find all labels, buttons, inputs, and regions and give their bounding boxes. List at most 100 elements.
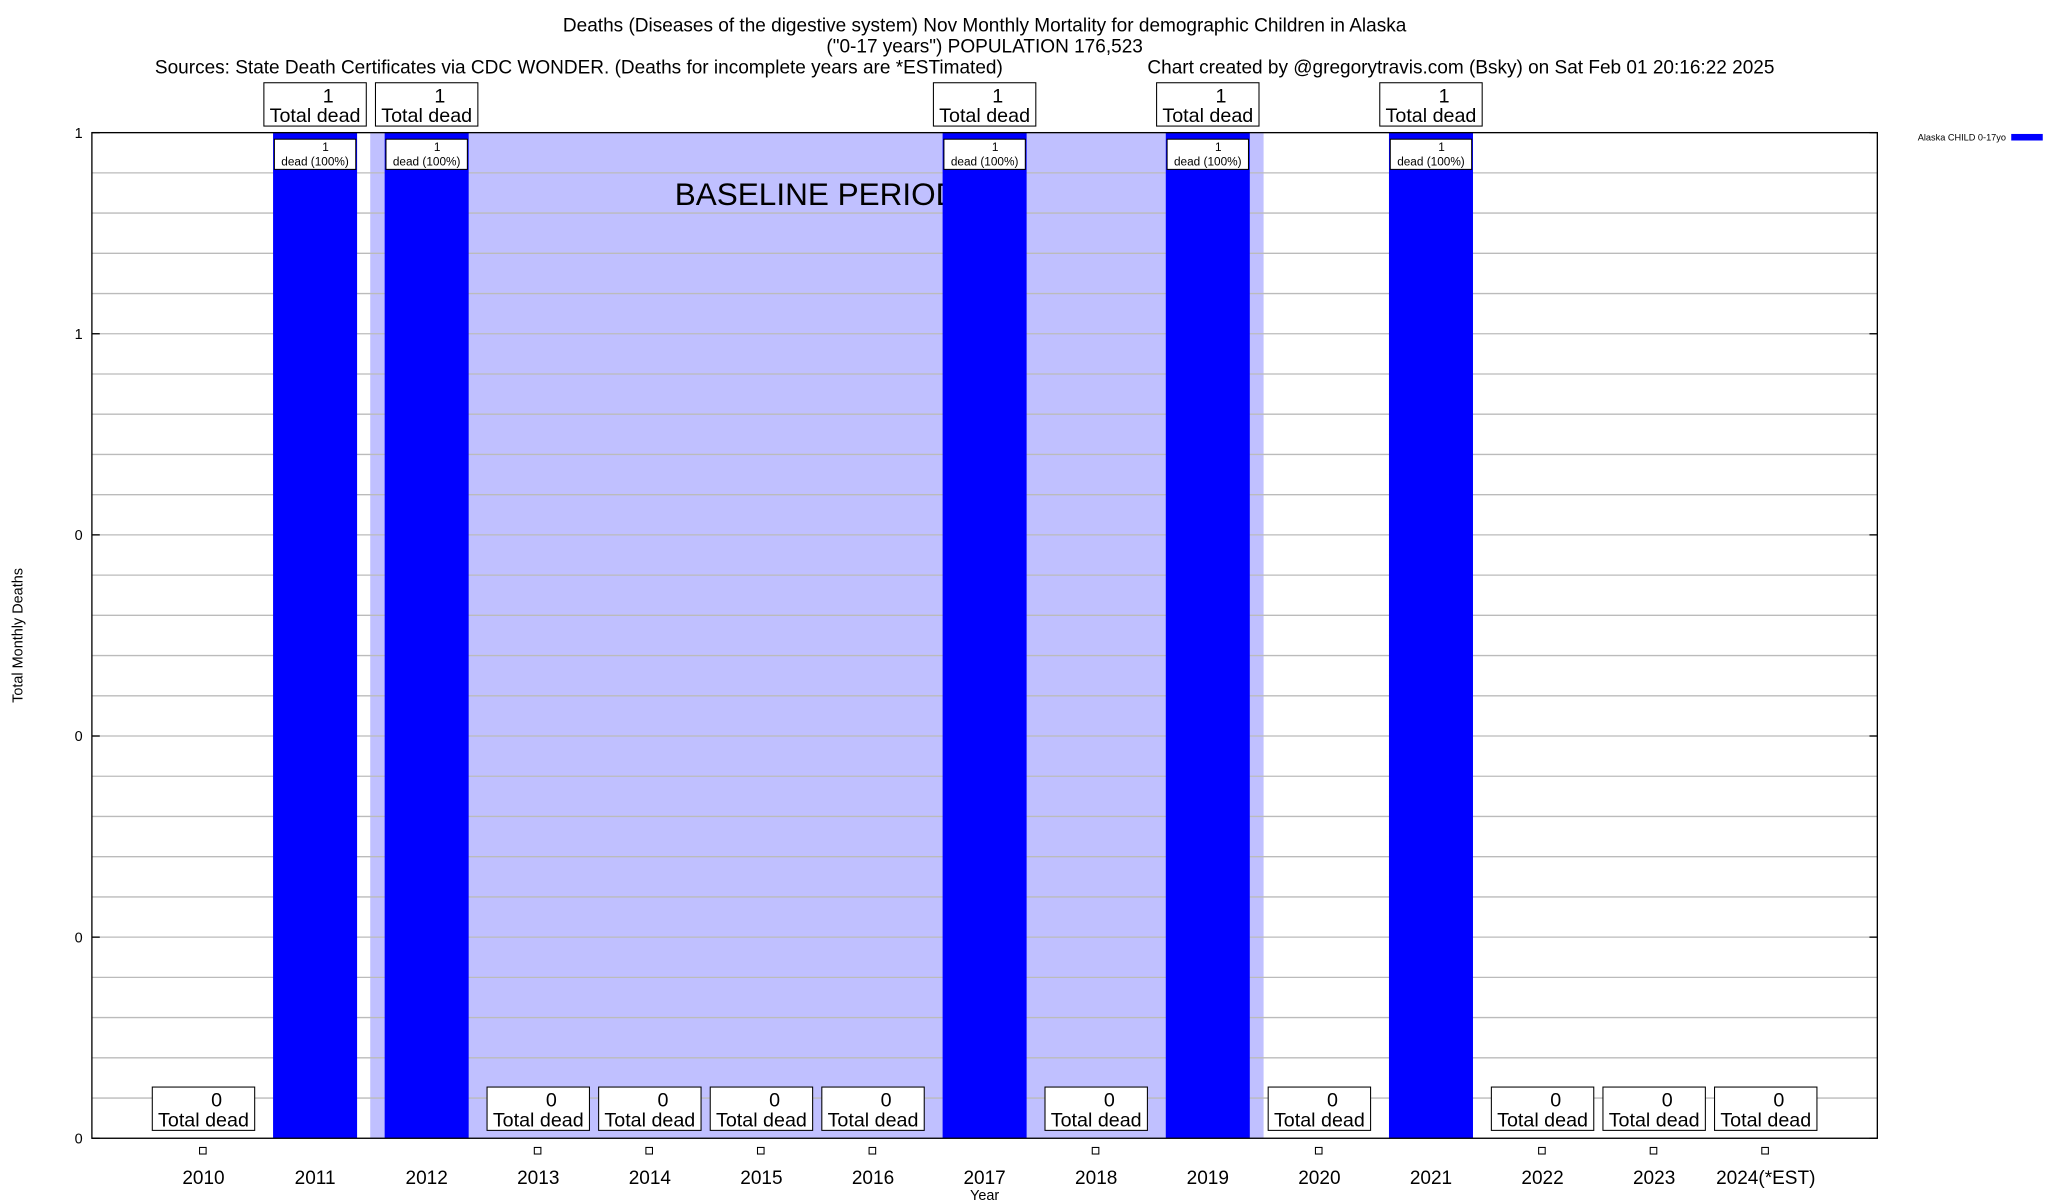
inner-label-text: dead (100%) — [951, 154, 1019, 168]
y-tick-label: 0 — [75, 930, 83, 946]
total-label-text: Total dead — [1720, 1109, 1811, 1131]
plot-border — [91, 131, 1878, 1139]
baseline-period-shade — [370, 132, 1264, 1139]
total-label-value: 0 — [546, 1090, 557, 1112]
total-label-value: 1 — [434, 85, 445, 107]
zero-marker — [1314, 1146, 1323, 1155]
total-label-text: Total dead — [381, 105, 472, 127]
total-label-value: 0 — [769, 1090, 780, 1112]
total-label-value: 0 — [881, 1090, 892, 1112]
bar — [384, 132, 469, 1139]
x-tick-label: 2010 — [182, 1168, 224, 1189]
total-label-value: 0 — [211, 1090, 222, 1112]
zero-marker — [1761, 1146, 1769, 1155]
x-tick-label: 2018 — [1075, 1168, 1117, 1189]
inner-label-text: dead (100%) — [1174, 154, 1242, 168]
total-label-text: Total dead — [939, 105, 1030, 127]
zero-marker — [756, 1146, 765, 1155]
zero-marker — [199, 1146, 207, 1155]
inner-label-text: dead (100%) — [1397, 154, 1465, 168]
x-tick-label: 2019 — [1187, 1168, 1229, 1189]
zero-marker — [533, 1146, 542, 1155]
total-label-box — [1044, 1086, 1148, 1131]
total-label-value: 1 — [992, 85, 1003, 107]
total-label-value: 0 — [1550, 1090, 1561, 1112]
total-label-box — [821, 1086, 925, 1131]
total-label-text: Total dead — [1609, 1109, 1700, 1131]
x-tick-label: 2023 — [1633, 1168, 1675, 1189]
total-label-value: 0 — [1662, 1090, 1673, 1112]
y-tick-label: 1 — [75, 327, 83, 343]
y-tick-label: 0 — [75, 729, 83, 745]
inner-label-box — [385, 138, 468, 170]
x-tick-label: 2016 — [852, 1168, 894, 1189]
x-tick-label: 2024(*EST) — [1716, 1168, 1815, 1189]
total-label-value: 1 — [323, 85, 334, 107]
bar — [1388, 132, 1473, 1139]
x-tick-label: 2011 — [295, 1168, 336, 1189]
total-label-text: Total dead — [158, 1109, 249, 1131]
total-label-value: 1 — [1215, 85, 1226, 107]
total-label-box — [709, 1086, 814, 1131]
total-label-text: Total dead — [1162, 105, 1253, 127]
y-tick-label: 0 — [75, 528, 83, 544]
total-label-box — [1267, 1086, 1372, 1131]
total-label-box — [374, 82, 479, 127]
zero-marker — [645, 1146, 653, 1155]
legend-label: Alaska CHILD 0-17yo — [1918, 133, 2006, 143]
total-label-text: Total dead — [716, 1109, 807, 1131]
total-label-box — [598, 1086, 702, 1131]
zero-marker — [1649, 1146, 1658, 1155]
total-label-text: Total dead — [493, 1109, 584, 1131]
inner-label-box — [1389, 138, 1473, 170]
x-tick-label: 2021 — [1410, 1168, 1452, 1189]
x-tick-label: 2020 — [1298, 1168, 1340, 1189]
total-label-value: 0 — [1773, 1090, 1784, 1112]
bar — [1165, 132, 1250, 1139]
x-axis-label: Year — [970, 1188, 999, 1200]
total-label-text: Total dead — [270, 105, 361, 127]
total-label-text: Total dead — [1051, 1109, 1142, 1131]
inner-label-box — [943, 138, 1026, 170]
total-label-value: 0 — [1327, 1090, 1338, 1112]
legend-swatch — [2011, 133, 2043, 141]
x-tick-label: 2012 — [406, 1168, 448, 1189]
total-label-value: 0 — [657, 1090, 668, 1112]
total-label-box — [1714, 1086, 1818, 1131]
total-label-box — [932, 82, 1037, 127]
inner-label-box — [1166, 138, 1250, 170]
chart-sources: Sources: State Death Certificates via CD… — [155, 58, 1003, 79]
total-label-box — [1602, 1086, 1706, 1131]
inner-label-value: 1 — [322, 140, 329, 154]
inner-label-text: dead (100%) — [393, 154, 461, 168]
total-label-text: Total dead — [828, 1109, 919, 1131]
bar — [273, 132, 358, 1139]
inner-label-box — [273, 138, 357, 170]
zero-marker — [1091, 1146, 1100, 1155]
zero-marker — [868, 1146, 877, 1155]
y-tick-label: 1 — [75, 126, 83, 142]
total-label-box — [263, 82, 367, 127]
total-label-text: Total dead — [1386, 105, 1477, 127]
total-label-value: 1 — [1439, 85, 1450, 107]
total-label-text: Total dead — [1274, 1109, 1365, 1131]
total-label-text: Total dead — [604, 1109, 695, 1131]
y-tick-label: 0 — [75, 1132, 83, 1148]
x-tick-label: 2017 — [963, 1168, 1005, 1189]
total-label-box — [1379, 82, 1483, 127]
total-label-value: 0 — [1104, 1090, 1115, 1112]
x-tick-label: 2022 — [1521, 1168, 1563, 1189]
total-label-text: Total dead — [1497, 1109, 1588, 1131]
x-tick-label: 2015 — [740, 1168, 782, 1189]
zero-marker — [1538, 1146, 1546, 1155]
inner-label-value: 1 — [1215, 140, 1222, 154]
total-label-box — [1156, 82, 1260, 127]
total-label-box — [486, 1086, 590, 1131]
total-label-box — [151, 1086, 256, 1131]
x-tick-label: 2013 — [517, 1168, 559, 1189]
bar — [942, 132, 1027, 1139]
baseline-period-label: BASELINE PERIOD — [675, 176, 959, 212]
total-label-box — [1490, 1086, 1595, 1131]
inner-label-value: 1 — [992, 140, 999, 154]
